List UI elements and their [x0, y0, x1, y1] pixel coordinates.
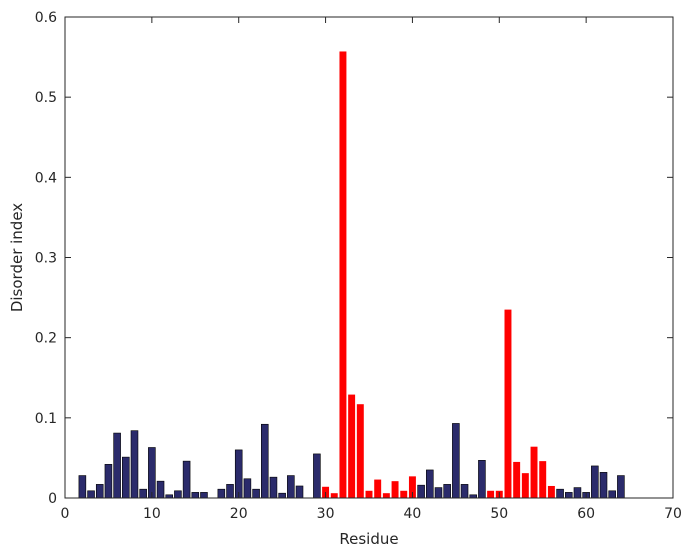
bar-residue-40: [408, 476, 416, 498]
bar-residue-32: [339, 51, 347, 498]
x-axis-label: Residue: [339, 530, 398, 548]
bar-residue-36: [374, 479, 382, 498]
bar-residue-16: [200, 492, 208, 499]
bar-residue-51: [504, 309, 512, 498]
bars-layer: [78, 51, 625, 499]
bar-residue-48: [478, 460, 486, 499]
x-tick-label: 50: [490, 506, 508, 522]
y-tick-label: 0.2: [35, 331, 57, 347]
bar-residue-23: [260, 423, 269, 499]
bar-residue-5: [104, 464, 113, 499]
x-tick-label: 60: [577, 506, 595, 522]
bar-residue-2: [78, 475, 87, 499]
bar-residue-8: [130, 430, 139, 499]
bar-residue-44: [443, 484, 451, 499]
bar-residue-52: [513, 461, 521, 498]
y-tick-label: 0: [48, 491, 57, 507]
bar-residue-53: [521, 473, 529, 498]
x-tick-label: 20: [230, 506, 248, 522]
bar-residue-56: [547, 485, 555, 498]
y-tick-label: 0.4: [35, 170, 57, 186]
bar-residue-25: [278, 492, 286, 499]
bar-residue-14: [182, 460, 191, 499]
bar-residue-6: [113, 432, 121, 499]
bar-residue-27: [295, 485, 304, 499]
bar-residue-26: [287, 475, 295, 499]
ticks-layer: 0 10 20 30 40 50 60 70 0 0.1 0.2 0.3 0.4 0.5 0.6: [35, 10, 682, 522]
bar-residue-49: [487, 490, 495, 498]
bar-residue-21: [243, 478, 252, 499]
y-axis-label: Disorder index: [8, 203, 26, 312]
bar-residue-46: [460, 484, 469, 499]
bar-residue-57: [556, 488, 564, 499]
bar-residue-37: [382, 493, 390, 498]
bar-residue-24: [269, 476, 278, 499]
bar-residue-59: [573, 487, 582, 499]
bar-residue-35: [365, 490, 373, 498]
bar-residue-34: [356, 404, 364, 498]
bar-residue-55: [539, 461, 547, 498]
plot-frame: [64, 16, 674, 499]
bar-residue-10: [148, 447, 156, 499]
bar-residue-45: [452, 423, 460, 499]
bar-residue-20: [234, 449, 243, 499]
x-tick-label: 0: [61, 506, 70, 522]
bar-residue-58: [564, 492, 573, 499]
y-tick-label: 0.3: [35, 251, 57, 267]
bar-residue-38: [391, 481, 399, 498]
bar-residue-39: [400, 490, 408, 498]
bar-residue-15: [191, 492, 200, 499]
bar-residue-13: [174, 490, 182, 499]
y-tick-label: 0.5: [35, 90, 57, 106]
bar-residue-63: [608, 490, 616, 499]
bar-residue-29: [313, 453, 321, 499]
x-tick-label: 30: [317, 506, 335, 522]
bar-residue-3: [87, 490, 95, 499]
x-tick-label: 70: [664, 506, 682, 522]
bar-residue-54: [530, 446, 538, 498]
bar-residue-18: [217, 488, 226, 499]
bar-residue-42: [426, 469, 434, 499]
bar-residue-33: [348, 394, 356, 498]
bar-residue-4: [95, 484, 104, 499]
y-tick-label: 0.6: [35, 10, 57, 26]
bar-residue-7: [122, 456, 130, 499]
y-tick-label: 0.1: [35, 411, 57, 427]
bar-residue-31: [330, 493, 338, 498]
x-tick-label: 40: [404, 506, 422, 522]
bar-residue-9: [139, 488, 147, 499]
bar-residue-11: [156, 480, 165, 499]
bar-residue-43: [434, 487, 443, 499]
bar-residue-41: [417, 484, 425, 499]
x-tick-label: 10: [143, 506, 161, 522]
bar-residue-19: [226, 484, 234, 499]
bar-residue-22: [252, 488, 260, 499]
bar-residue-64: [617, 475, 625, 499]
bar-residue-61: [591, 465, 599, 499]
bar-residue-62: [599, 472, 608, 499]
